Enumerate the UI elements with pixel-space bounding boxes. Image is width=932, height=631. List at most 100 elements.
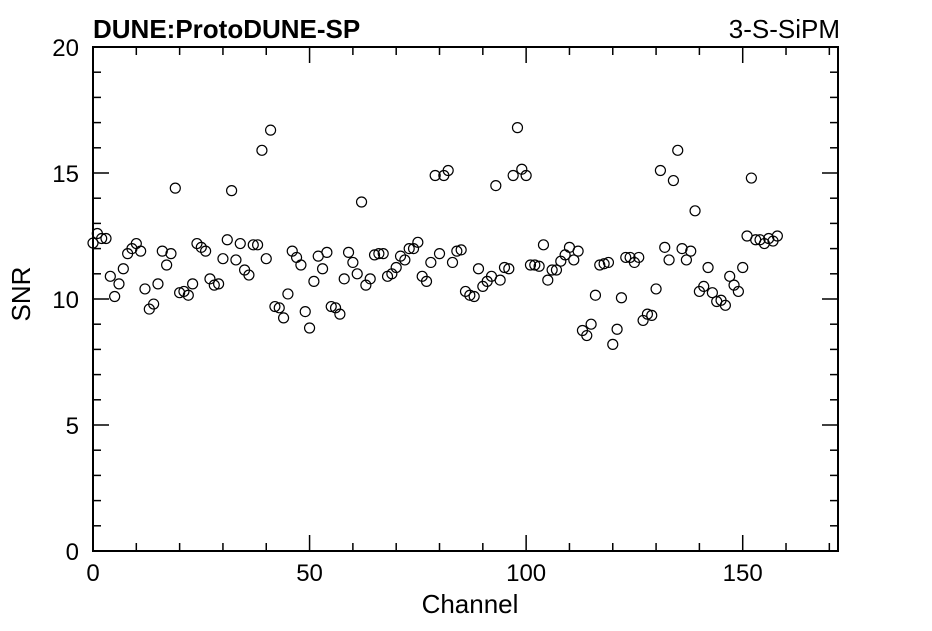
point bbox=[611, 323, 623, 335]
point bbox=[425, 256, 437, 269]
point bbox=[433, 248, 446, 260]
point bbox=[230, 254, 242, 266]
point bbox=[351, 268, 363, 280]
point bbox=[256, 144, 268, 156]
point bbox=[771, 230, 783, 242]
point bbox=[533, 260, 545, 272]
point bbox=[446, 256, 459, 269]
point bbox=[524, 259, 537, 271]
point bbox=[451, 245, 463, 257]
point bbox=[572, 245, 584, 257]
point bbox=[737, 261, 749, 274]
point bbox=[641, 308, 654, 320]
point bbox=[472, 263, 485, 275]
point bbox=[187, 278, 199, 290]
point bbox=[706, 287, 718, 299]
point bbox=[520, 169, 532, 182]
point bbox=[672, 144, 684, 156]
point bbox=[732, 285, 744, 298]
point bbox=[689, 205, 701, 217]
point bbox=[165, 248, 177, 260]
point bbox=[507, 169, 519, 182]
point bbox=[468, 290, 480, 303]
point bbox=[568, 254, 580, 266]
point bbox=[394, 250, 407, 262]
point bbox=[338, 273, 350, 285]
point bbox=[308, 275, 320, 287]
point bbox=[260, 253, 272, 265]
point bbox=[455, 244, 467, 256]
point bbox=[633, 251, 645, 264]
point bbox=[325, 300, 337, 313]
point bbox=[390, 261, 402, 274]
point bbox=[169, 182, 181, 194]
point bbox=[542, 274, 554, 286]
point bbox=[537, 239, 550, 251]
point bbox=[299, 306, 311, 318]
point bbox=[646, 309, 658, 321]
chart-title: DUNE:ProtoDUNE-SP bbox=[93, 14, 360, 44]
point bbox=[334, 308, 346, 320]
point bbox=[550, 264, 563, 276]
point bbox=[667, 174, 680, 187]
point bbox=[364, 273, 376, 285]
point bbox=[745, 172, 757, 184]
point bbox=[226, 185, 238, 197]
point bbox=[195, 241, 207, 253]
point bbox=[135, 245, 147, 257]
point bbox=[581, 329, 593, 342]
point bbox=[490, 180, 502, 192]
point bbox=[615, 292, 628, 304]
point bbox=[685, 245, 697, 257]
point bbox=[221, 234, 233, 246]
point bbox=[650, 283, 662, 295]
point bbox=[602, 256, 615, 269]
point bbox=[139, 283, 151, 295]
point bbox=[399, 254, 411, 266]
point bbox=[355, 196, 368, 208]
y-tick-label: 0 bbox=[66, 539, 79, 566]
point bbox=[511, 122, 524, 134]
point bbox=[377, 248, 389, 260]
point bbox=[680, 254, 693, 266]
y-tick-label: 20 bbox=[52, 35, 79, 62]
point bbox=[503, 263, 515, 275]
point bbox=[663, 254, 675, 266]
point bbox=[373, 248, 385, 260]
point bbox=[191, 237, 203, 250]
y-tick-label: 15 bbox=[52, 161, 79, 188]
point bbox=[719, 299, 731, 311]
point bbox=[464, 289, 476, 301]
point bbox=[100, 232, 112, 245]
point bbox=[161, 259, 173, 271]
point bbox=[109, 290, 121, 303]
point bbox=[429, 169, 441, 182]
point bbox=[585, 318, 597, 330]
point bbox=[182, 289, 194, 301]
y-tick-label: 5 bbox=[66, 413, 79, 440]
point bbox=[659, 241, 671, 253]
point bbox=[347, 256, 359, 269]
point bbox=[247, 239, 259, 251]
point bbox=[213, 278, 225, 290]
point bbox=[420, 275, 433, 287]
point bbox=[148, 298, 160, 310]
point bbox=[546, 264, 558, 276]
point bbox=[607, 338, 619, 350]
point bbox=[200, 245, 212, 257]
point bbox=[269, 300, 281, 313]
chart-subtitle: 3-S-SiPM bbox=[729, 14, 840, 44]
y-axis-label: SNR bbox=[6, 267, 36, 322]
point bbox=[342, 246, 355, 258]
point bbox=[724, 270, 736, 282]
point bbox=[598, 258, 610, 270]
point bbox=[104, 270, 116, 282]
point bbox=[698, 280, 710, 292]
point bbox=[412, 236, 424, 248]
point bbox=[113, 278, 125, 290]
point bbox=[368, 249, 381, 261]
point bbox=[295, 259, 307, 271]
point bbox=[303, 322, 316, 334]
point bbox=[494, 274, 506, 286]
